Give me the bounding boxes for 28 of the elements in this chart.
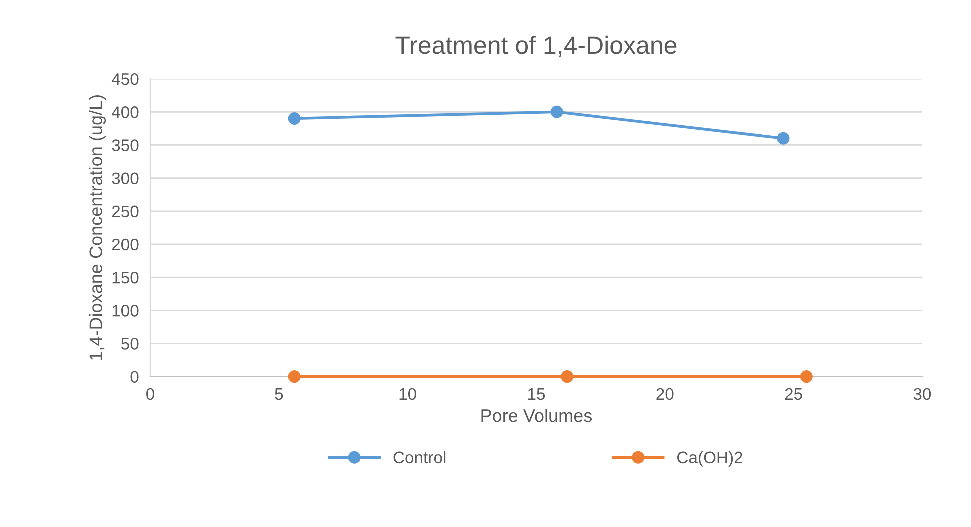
legend-label: Ca(OH)2: [678, 451, 743, 467]
x-axis-title: Pore Volumes: [482, 409, 592, 422]
y-tick-label: 150: [112, 272, 139, 284]
x-tick-label: 15: [528, 388, 546, 400]
point: [288, 370, 301, 384]
y-tick-label: 50: [122, 338, 139, 350]
chart-title: Treatment of 1,4-Dioxane: [396, 36, 677, 58]
y-tick-label: 350: [112, 140, 139, 152]
x-tick-label: 30: [914, 388, 932, 400]
y-tick-label: 0: [130, 371, 139, 384]
y-tick-label: 200: [112, 238, 139, 251]
y-tick-label: 450: [112, 73, 139, 86]
point: [550, 106, 564, 118]
legend-label: Control: [394, 451, 446, 464]
y-axis-title: 1,4-Dioxane Concentration (ug/L): [89, 96, 106, 360]
point: [288, 112, 301, 125]
point: [800, 370, 813, 384]
x-tick-label: 20: [656, 388, 674, 400]
y-tick-label: 250: [112, 206, 139, 218]
x-tick-label: 10: [400, 388, 416, 400]
point: [777, 132, 790, 145]
y-tick-label: 300: [112, 172, 139, 185]
point: [561, 370, 574, 384]
x-tick-label: 0: [146, 388, 154, 400]
x-tick-label: 5: [275, 388, 284, 400]
x-tick-label: 25: [785, 388, 802, 400]
y-tick-label: 100: [112, 305, 139, 317]
y-tick-label: 400: [112, 106, 139, 118]
